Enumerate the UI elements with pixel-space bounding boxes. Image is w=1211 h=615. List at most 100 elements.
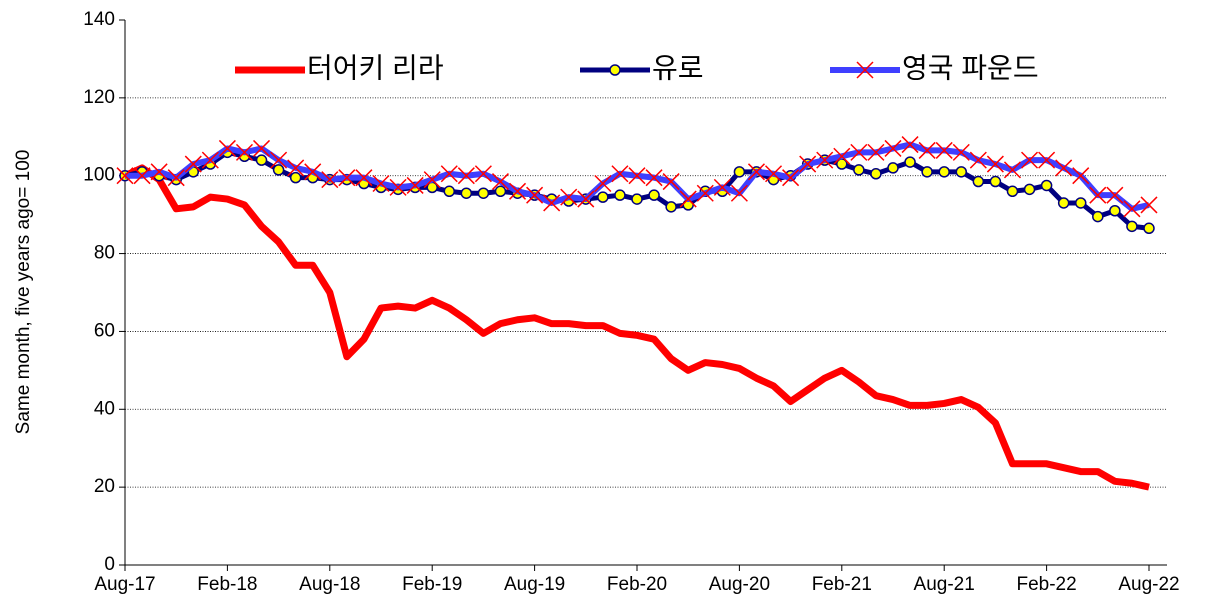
point: [443, 185, 456, 198]
point: [477, 187, 490, 199]
point: [631, 193, 643, 205]
point: [1057, 197, 1070, 209]
point: [270, 151, 288, 169]
point: [1089, 186, 1107, 204]
point: [648, 189, 660, 201]
point: [1126, 220, 1138, 233]
point: [1109, 205, 1121, 217]
y-tick-label: 100: [83, 165, 115, 186]
y-tick-label: 120: [83, 87, 115, 108]
point: [850, 143, 868, 161]
point: [150, 163, 168, 181]
legend-label: 유로: [652, 52, 704, 83]
point: [730, 184, 748, 202]
point: [1123, 200, 1141, 218]
point: [901, 136, 919, 154]
point: [989, 175, 1002, 188]
x-tick-label: Aug-22: [1118, 574, 1179, 595]
point: [116, 167, 134, 185]
point: [853, 164, 865, 176]
point: [713, 178, 731, 196]
y-tick-label: 40: [94, 398, 115, 419]
legend-label: 터어키 리라: [307, 52, 444, 83]
point: [355, 169, 373, 187]
point: [816, 151, 834, 169]
point: [972, 175, 985, 188]
point: [577, 190, 595, 208]
point: [938, 166, 950, 178]
point: [133, 167, 151, 185]
point: [1092, 210, 1104, 223]
point: [1143, 222, 1155, 235]
point: [272, 164, 285, 176]
y-tick-label: 0: [104, 554, 115, 575]
x-tick-label: Feb-22: [1016, 574, 1076, 595]
point: [289, 171, 302, 184]
legend-label: 영국 파운드: [902, 52, 1039, 83]
point: [747, 163, 765, 181]
point: [1040, 179, 1053, 192]
point: [645, 169, 663, 187]
y-tick-label: 80: [94, 243, 115, 264]
point: [440, 165, 458, 183]
point: [287, 159, 305, 177]
point: [594, 174, 612, 193]
point: [560, 188, 578, 206]
x-tick-label: Aug-21: [914, 574, 975, 595]
x-tick-label: Aug-18: [299, 574, 360, 595]
point: [628, 167, 646, 185]
y-tick-label: 140: [83, 9, 115, 30]
point: [918, 141, 936, 159]
series-line: [123, 164, 1150, 491]
x-tick-label: Aug-20: [709, 574, 770, 595]
point: [235, 143, 253, 161]
point: [406, 176, 424, 194]
point: [662, 173, 680, 191]
point: [321, 171, 339, 189]
y-tick-label: 20: [94, 476, 115, 497]
y-axis-label: Same month, five years ago= 100: [13, 150, 34, 435]
point: [969, 151, 987, 169]
x-tick-label: Feb-21: [812, 574, 872, 595]
point: [457, 167, 475, 185]
point: [218, 139, 236, 157]
point: [389, 178, 407, 196]
point: [799, 155, 817, 173]
point: [1106, 186, 1124, 204]
legend-marker: [856, 61, 874, 79]
x-tick-label: Aug-17: [94, 574, 155, 595]
point: [597, 191, 609, 203]
point: [679, 190, 697, 208]
point: [867, 143, 885, 161]
point: [1072, 167, 1090, 185]
point: [833, 147, 851, 165]
point: [201, 151, 219, 169]
point: [733, 166, 746, 178]
point: [338, 169, 356, 187]
point: [935, 141, 953, 159]
point: [986, 155, 1004, 173]
point: [509, 182, 527, 200]
point: [491, 173, 509, 191]
point: [526, 186, 544, 204]
point: [921, 166, 933, 178]
point: [304, 163, 322, 181]
x-tick-label: Feb-20: [607, 574, 667, 595]
point: [460, 187, 473, 199]
x-tick-label: Feb-19: [402, 574, 462, 595]
point: [782, 169, 800, 187]
legend-marker: [609, 64, 621, 76]
point: [1140, 196, 1158, 214]
point: [665, 201, 677, 213]
x-tick-label: Feb-18: [197, 574, 257, 595]
point: [1074, 197, 1087, 209]
point: [696, 184, 714, 202]
point: [253, 139, 271, 157]
point: [952, 143, 970, 161]
point: [1023, 183, 1036, 196]
point: [1038, 151, 1056, 169]
y-tick-label: 60: [94, 320, 115, 341]
point: [1006, 185, 1019, 198]
point: [474, 165, 492, 183]
